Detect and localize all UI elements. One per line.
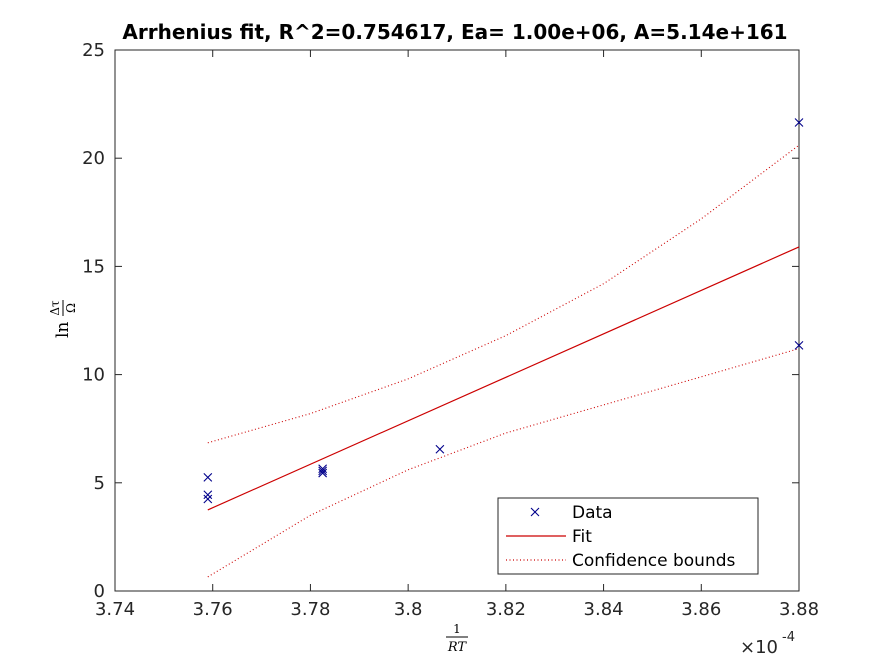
legend-marker-data bbox=[530, 507, 540, 517]
x-tick-label: 3.84 bbox=[584, 599, 624, 620]
x-label-numerator: 1 bbox=[453, 622, 461, 636]
data-point bbox=[318, 466, 328, 476]
data-point bbox=[794, 340, 804, 350]
data-point bbox=[203, 494, 213, 504]
x-tick-label: 3.74 bbox=[95, 599, 135, 620]
y-label-numerator: Δτ bbox=[48, 300, 62, 316]
chart-title: Arrhenius fit, R^2=0.754617, Ea= 1.00e+0… bbox=[122, 20, 787, 44]
confidence-bound-lower bbox=[207, 348, 800, 578]
axis-ticks: 3.74 3.76 3.78 3.8 3.82 3.84 3.86 3.88 0 5 10 15 20 2… bbox=[82, 40, 819, 620]
x-tick-label: 3.86 bbox=[681, 599, 721, 620]
x-exponent-label: ×10 -4 bbox=[740, 630, 795, 658]
x-tick-label: 3.8 bbox=[394, 599, 423, 620]
x-tick-label: 3.78 bbox=[290, 599, 330, 620]
y-tick-label: 25 bbox=[82, 40, 105, 61]
y-tick-label: 5 bbox=[94, 473, 105, 494]
x-exponent-base: ×10 bbox=[740, 637, 778, 658]
x-tick-label: 3.88 bbox=[779, 599, 819, 620]
x-label-denominator: RT bbox=[447, 640, 468, 655]
y-tick-label: 10 bbox=[82, 365, 105, 386]
data-point bbox=[318, 468, 328, 478]
legend-label-confidence: Confidence bounds bbox=[572, 551, 736, 571]
data-point bbox=[794, 118, 804, 127]
data-point bbox=[318, 464, 328, 474]
x-tick-label: 3.82 bbox=[486, 599, 526, 620]
x-axis-label: 1 RT bbox=[446, 622, 468, 655]
data-point bbox=[203, 473, 213, 482]
data-point bbox=[435, 444, 445, 454]
y-axis-label: ln Δτ Ω bbox=[48, 300, 78, 338]
x-tick-label: 3.76 bbox=[193, 599, 233, 620]
legend-label-fit: Fit bbox=[572, 527, 592, 547]
y-tick-label: 20 bbox=[82, 148, 105, 169]
y-tick-label: 15 bbox=[82, 256, 105, 277]
fit-line bbox=[207, 246, 800, 511]
y-label-denominator: Ω bbox=[64, 303, 78, 313]
y-tick-label: 0 bbox=[94, 581, 105, 602]
x-exponent-power: -4 bbox=[782, 630, 795, 645]
legend-label-data: Data bbox=[572, 503, 613, 523]
legend: Data Fit Confidence bounds bbox=[497, 497, 759, 575]
data-point bbox=[203, 490, 213, 500]
y-label-ln: ln bbox=[53, 322, 73, 338]
plot-layer bbox=[203, 118, 804, 578]
